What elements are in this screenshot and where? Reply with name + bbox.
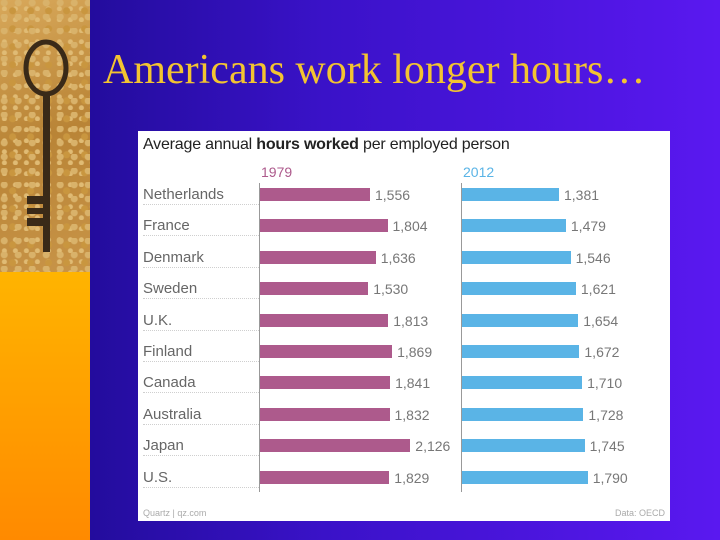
bar-1979-finland bbox=[260, 345, 393, 358]
bar-2012-canada bbox=[462, 376, 583, 390]
chart-title-bold: hours worked bbox=[256, 136, 359, 153]
category-label-denmark: Denmark bbox=[143, 248, 204, 266]
category-label-finland: Finland bbox=[143, 343, 193, 360]
source-left: Quartz | qz.com bbox=[143, 508, 207, 518]
bar-1979-u-s bbox=[260, 470, 390, 484]
value-label-1979-finland: 1,869 bbox=[397, 344, 433, 360]
bar-1979-u-k bbox=[260, 313, 389, 327]
value-label-1979-france: 1,804 bbox=[392, 218, 428, 235]
axis-2012 bbox=[461, 183, 462, 492]
key-photo bbox=[0, 0, 90, 272]
bar-2012-australia bbox=[462, 407, 584, 421]
category-label-u-s: U.S. bbox=[143, 468, 173, 486]
bar-1979-netherlands bbox=[260, 188, 370, 201]
value-label-2012-u-s: 1,790 bbox=[592, 469, 628, 486]
chart-title-suffix: per employed person bbox=[358, 136, 510, 153]
value-label-1979-australia: 1,832 bbox=[394, 406, 430, 423]
value-label-2012-u-k: 1,654 bbox=[583, 312, 619, 329]
category-label-canada: Canada bbox=[143, 374, 196, 392]
value-label-2012-canada: 1,710 bbox=[587, 375, 623, 392]
category-label-australia: Australia bbox=[143, 405, 202, 423]
bar-1979-canada bbox=[260, 376, 391, 390]
bar-2012-netherlands bbox=[462, 188, 559, 201]
value-label-1979-u-s: 1,829 bbox=[394, 469, 430, 486]
category-label-sweden: Sweden bbox=[143, 280, 198, 298]
row-guide bbox=[143, 423, 259, 425]
category-label-france: France bbox=[143, 217, 190, 235]
bar-2012-sweden bbox=[462, 282, 576, 296]
bar-1979-australia bbox=[260, 407, 390, 421]
chart-title-prefix: Average annual bbox=[143, 136, 257, 153]
value-label-1979-canada: 1,841 bbox=[395, 375, 431, 392]
chart-card: Average annual hours worked per employed… bbox=[138, 131, 670, 521]
slide-title: Americans work longer hours… bbox=[103, 47, 646, 93]
series-label-1979: 1979 bbox=[261, 164, 293, 180]
value-label-2012-sweden: 1,621 bbox=[580, 281, 616, 298]
row-guide bbox=[143, 361, 259, 362]
value-label-1979-denmark: 1,636 bbox=[380, 249, 416, 266]
value-label-2012-netherlands: 1,381 bbox=[564, 187, 600, 203]
row-guide bbox=[143, 455, 259, 457]
bar-2012-denmark bbox=[462, 250, 571, 264]
value-label-2012-finland: 1,672 bbox=[584, 344, 620, 360]
bar-2012-u-s bbox=[462, 470, 588, 484]
bar-2012-u-k bbox=[462, 313, 579, 327]
value-label-1979-netherlands: 1,556 bbox=[375, 187, 411, 203]
row-guide bbox=[143, 392, 259, 394]
bar-2012-japan bbox=[462, 439, 585, 453]
row-guide bbox=[143, 235, 259, 237]
source-right: Data: OECD bbox=[614, 508, 665, 518]
bar-1979-sweden bbox=[260, 282, 369, 296]
row-guide bbox=[143, 329, 259, 331]
bar-1979-denmark bbox=[260, 250, 376, 264]
bar-2012-france bbox=[462, 219, 566, 233]
category-label-japan: Japan bbox=[143, 437, 184, 455]
bar-1979-japan bbox=[260, 439, 411, 453]
row-guide bbox=[143, 486, 259, 488]
bar-1979-france bbox=[260, 219, 388, 233]
value-label-2012-japan: 1,745 bbox=[589, 438, 625, 455]
value-label-2012-france: 1,479 bbox=[570, 218, 606, 235]
axis-1979 bbox=[259, 183, 260, 492]
bar-2012-finland bbox=[462, 345, 580, 358]
value-label-1979-sweden: 1,530 bbox=[373, 281, 409, 298]
value-label-1979-japan: 2,126 bbox=[415, 438, 451, 455]
chart-title: Average annual hours worked per employed… bbox=[143, 136, 510, 154]
row-guide bbox=[143, 204, 259, 205]
value-label-2012-australia: 1,728 bbox=[588, 406, 624, 423]
row-guide bbox=[143, 298, 259, 300]
series-label-2012: 2012 bbox=[463, 164, 495, 180]
category-label-netherlands: Netherlands bbox=[143, 186, 224, 203]
key-icon bbox=[23, 39, 69, 252]
value-label-2012-denmark: 1,546 bbox=[575, 249, 611, 266]
row-guide bbox=[143, 266, 259, 268]
value-label-1979-u-k: 1,813 bbox=[393, 312, 429, 329]
category-label-u-k: U.K. bbox=[143, 311, 173, 329]
